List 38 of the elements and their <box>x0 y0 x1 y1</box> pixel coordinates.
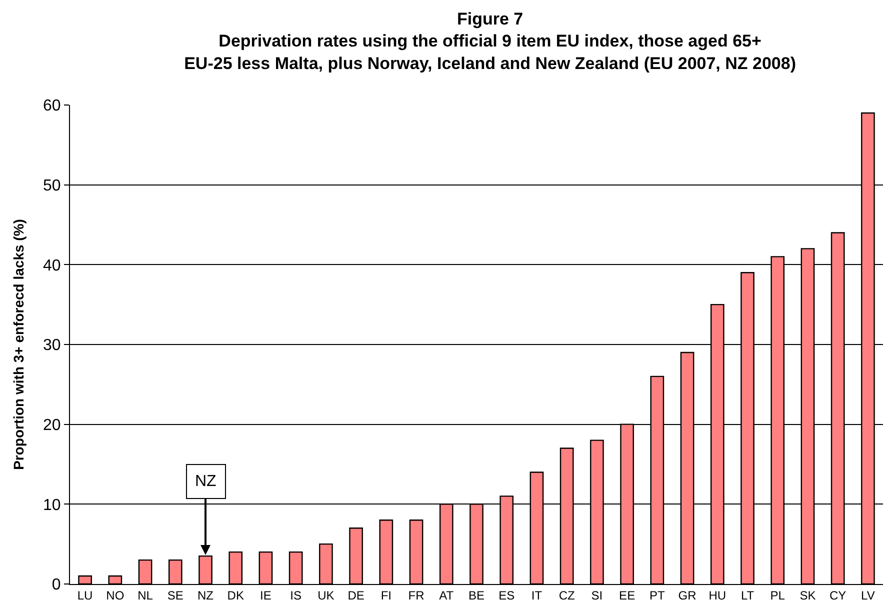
y-tick-label: 40 <box>43 257 61 274</box>
chart-title: Figure 7 <box>456 10 524 29</box>
x-tick-label: DK <box>227 588 244 602</box>
x-tick-label: LU <box>77 588 93 602</box>
x-tick-label: BE <box>468 588 485 602</box>
x-tick-label: EE <box>619 588 636 602</box>
x-tick-label: IT <box>531 588 543 602</box>
x-tick-label: SE <box>167 588 184 602</box>
annotation: NZ <box>195 473 217 490</box>
x-tick-label: SK <box>800 588 816 602</box>
y-tick-label: 30 <box>43 337 61 354</box>
x-tick-label: IE <box>260 588 272 602</box>
y-axis-title: Proportion with 3+ enforecd lacks (%) <box>10 219 27 470</box>
x-tick-label: CZ <box>558 588 575 602</box>
x-tick-label: CY <box>829 588 846 602</box>
x-tick-label: FI <box>380 588 392 602</box>
x-tick-label: SI <box>591 588 603 602</box>
x-tick-label: AT <box>439 588 454 602</box>
x-tick-label: IS <box>290 588 302 602</box>
y-tick-label: 10 <box>43 496 61 514</box>
x-tick-label: LV <box>861 588 875 602</box>
y-tick-label: 60 <box>43 98 61 115</box>
y-tick-label: 0 <box>52 576 61 594</box>
x-tick-label: LT <box>740 588 755 602</box>
x-tick-label: HU <box>708 588 726 602</box>
x-tick-label: ES <box>498 588 515 602</box>
x-tick-label: UK <box>318 588 334 602</box>
x-tick-label: NL <box>138 588 154 602</box>
y-tick-label: 20 <box>43 416 61 434</box>
x-tick-label: NZ <box>198 588 214 602</box>
x-tick-label: FR <box>408 588 425 602</box>
x-tick-label: NO <box>106 588 124 602</box>
x-tick-label: DE <box>348 588 364 602</box>
x-tick-label: GR <box>678 588 697 602</box>
chart-subtitle: Deprivation rates using the official 9 item EU index, those aged 65+ EU-25 less Malta, plus Norway, Iceland and New Zealand (EU 2007, NZ 2008) <box>184 32 796 73</box>
x-tick-label: PT <box>650 588 666 602</box>
x-tick-label: PL <box>770 588 786 602</box>
y-tick-label: 50 <box>43 177 61 194</box>
